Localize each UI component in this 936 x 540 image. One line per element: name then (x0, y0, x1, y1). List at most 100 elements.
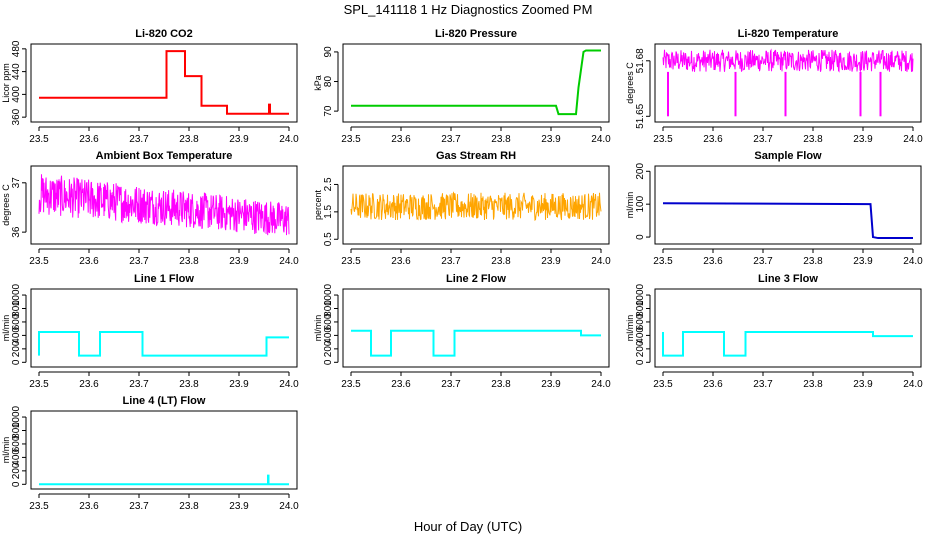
x-tick-label: 23.9 (229, 501, 249, 512)
y-tick-label: 800 (635, 300, 646, 317)
x-tick-label: 23.5 (653, 134, 673, 145)
y-axis-label: degrees C (625, 62, 635, 104)
x-tick-label: 23.8 (179, 501, 199, 512)
x-tick-label: 23.7 (441, 379, 461, 390)
y-axis-label: ml/min (1, 437, 11, 464)
x-tick-label: 23.7 (129, 256, 149, 267)
x-tick-label: 23.8 (491, 134, 511, 145)
y-tick-label: 100 (635, 195, 646, 212)
panel-2: Li-820 Pressure 23.5 23.6 23.7 23.8 23.9 24.0 7… (313, 28, 611, 145)
y-tick-label: 600 (11, 313, 22, 330)
x-tick-label: 24.0 (903, 256, 923, 267)
y-tick-label: 440 (11, 63, 22, 80)
data-line (662, 202, 913, 240)
panel-title: Line 3 Flow (758, 273, 818, 285)
y-axis-label: ml/min (625, 192, 635, 219)
x-tick-label: 23.9 (853, 379, 873, 390)
y-tick-label: 1000 (323, 283, 334, 306)
y-tick-label: 1000 (11, 283, 22, 306)
panel-title: Gas Stream RH (436, 150, 516, 162)
y-tick-label: 80 (323, 76, 334, 88)
x-tick-label: 24.0 (903, 379, 923, 390)
x-tick-label: 23.8 (179, 256, 199, 267)
x-tick-label: 23.6 (79, 501, 99, 512)
x-tick-label: 23.5 (29, 256, 49, 267)
x-tick-label: 23.5 (653, 379, 673, 390)
data-band (38, 174, 290, 236)
panel-4: Ambient Box Temperature 23.5 23.6 23.7 23.8 2… (1, 150, 299, 267)
x-tick-label: 24.0 (279, 501, 299, 512)
x-tick-label: 23.6 (703, 134, 723, 145)
x-tick-label: 24.0 (591, 256, 611, 267)
panel-10: Line 4 (LT) Flow 23.5 23.6 23.7 23.8 23.9 24.0… (1, 395, 299, 512)
plot-frame (30, 165, 298, 245)
y-tick-label: 400 (323, 327, 334, 344)
y-axis-label: ml/min (313, 315, 323, 342)
plot-frame (30, 410, 298, 490)
panel-title: Line 4 (LT) Flow (123, 395, 206, 407)
panel-title: Li-820 Pressure (435, 28, 517, 40)
plot-frame (342, 165, 610, 245)
x-tick-label: 23.6 (703, 256, 723, 267)
panel-1: Li-820 CO2 23.5 23.6 23.7 23.8 23.9 24.0 360 400… (1, 28, 299, 145)
y-tick-label: 360 (11, 108, 22, 125)
x-tick-label: 23.8 (179, 379, 199, 390)
panel-title: Li-820 Temperature (738, 28, 839, 40)
y-tick-label: 200 (323, 340, 334, 357)
x-tick-label: 23.9 (541, 134, 561, 145)
y-tick-label: 2.5 (323, 177, 334, 191)
y-tick-label: 90 (323, 46, 334, 58)
panel-title: Sample Flow (754, 150, 822, 162)
plot-frame (654, 43, 922, 123)
x-tick-label: 23.9 (229, 379, 249, 390)
y-tick-label: 400 (11, 86, 22, 103)
x-tick-label: 23.5 (341, 134, 361, 145)
data-band (350, 191, 602, 221)
panel-grid: Li-820 CO2 23.5 23.6 23.7 23.8 23.9 24.0 360 400… (1, 28, 923, 512)
y-tick-label: 200 (635, 163, 646, 180)
panel-7: Line 1 Flow 23.5 23.6 23.7 23.8 23.9 24.0 0 2004… (1, 273, 299, 390)
y-tick-label: 400 (635, 327, 646, 344)
y-tick-label: 600 (323, 313, 334, 330)
x-tick-label: 24.0 (279, 134, 299, 145)
y-tick-label: 0 (11, 359, 22, 365)
y-tick-label: 800 (11, 422, 22, 439)
panel-title: Li-820 CO2 (135, 28, 192, 40)
x-tick-label: 24.0 (591, 379, 611, 390)
x-tick-label: 23.6 (79, 134, 99, 145)
x-tick-label: 23.5 (653, 256, 673, 267)
y-tick-label: 600 (11, 435, 22, 452)
x-tick-label: 23.8 (803, 256, 823, 267)
y-axis-label: Licor ppm (1, 63, 11, 103)
x-tick-label: 23.8 (491, 379, 511, 390)
x-tick-label: 23.7 (753, 134, 773, 145)
x-tick-label: 23.8 (179, 134, 199, 145)
x-tick-label: 23.8 (491, 256, 511, 267)
x-tick-label: 23.9 (541, 379, 561, 390)
x-tick-label: 23.8 (803, 379, 823, 390)
panel-title: Line 1 Flow (134, 273, 194, 285)
data-line (38, 331, 289, 357)
data-line (351, 49, 601, 116)
data-band (662, 48, 914, 73)
y-tick-label: 0 (635, 234, 646, 240)
x-tick-label: 23.7 (441, 256, 461, 267)
x-tick-label: 23.6 (79, 256, 99, 267)
data-line (662, 331, 913, 357)
plot-frame (30, 43, 298, 123)
panel-title: Ambient Box Temperature (96, 150, 233, 162)
plot-frame (342, 43, 610, 123)
plot-frame (30, 288, 298, 368)
data-line (39, 474, 289, 486)
y-axis-label: kPa (313, 75, 323, 91)
x-tick-label: 23.6 (79, 379, 99, 390)
x-tick-label: 23.5 (29, 501, 49, 512)
panel-6: Sample Flow 23.5 23.6 23.7 23.8 23.9 24.0 0 100 2… (625, 150, 923, 267)
y-tick-label: 0 (635, 359, 646, 365)
figure-title: SPL_141118 1 Hz Diagnostics Zoomed PM (344, 2, 593, 17)
panel-title: Line 2 Flow (446, 273, 506, 285)
x-tick-label: 23.7 (129, 501, 149, 512)
y-tick-label: 70 (323, 105, 334, 117)
y-tick-label: 51.68 (635, 48, 646, 73)
